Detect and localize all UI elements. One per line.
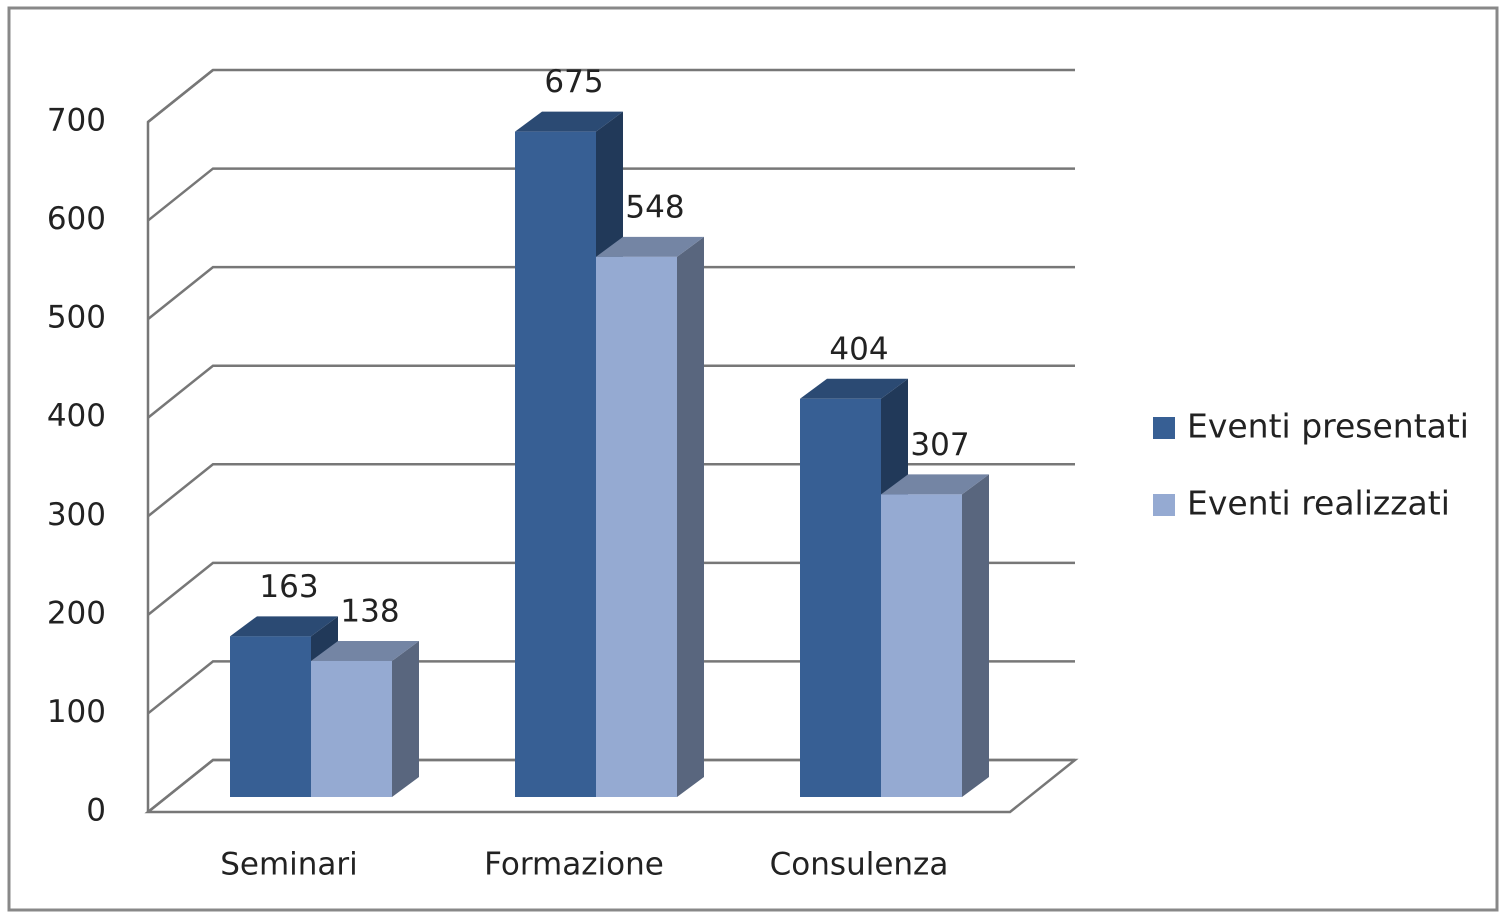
bar xyxy=(881,494,962,797)
bar xyxy=(596,256,677,797)
y-tick-label: 400 xyxy=(47,398,106,434)
grid-line xyxy=(147,463,1075,518)
bar-top xyxy=(311,640,419,661)
grid-line xyxy=(147,758,1075,813)
y-tick-label: 100 xyxy=(47,694,106,730)
data-label: 307 xyxy=(910,427,969,463)
grid-line xyxy=(147,660,1075,715)
grid-line xyxy=(147,68,1075,123)
grid-line xyxy=(147,364,1075,419)
grid-line xyxy=(147,265,1075,321)
bar-top xyxy=(800,378,908,399)
y-tick-label: 200 xyxy=(47,595,106,631)
x-tick-label: Consulenza xyxy=(770,847,949,883)
bar xyxy=(515,131,596,798)
bar-side xyxy=(962,474,989,797)
legend-label: Eventi realizzati xyxy=(1187,484,1450,523)
bar-top xyxy=(515,111,623,132)
data-label: 138 xyxy=(340,593,399,629)
x-tick-label: Seminari xyxy=(220,847,358,883)
bar-top xyxy=(881,474,989,495)
grid-line xyxy=(147,167,1075,222)
bar xyxy=(311,660,392,797)
bar xyxy=(800,398,881,797)
grid-line xyxy=(147,561,1075,616)
y-tick-label: 700 xyxy=(47,103,106,139)
bar-top xyxy=(230,616,338,637)
legend-swatch xyxy=(1153,494,1175,516)
y-tick-label: 600 xyxy=(47,201,106,237)
y-tick-label: 500 xyxy=(47,300,106,336)
data-label: 163 xyxy=(259,569,318,605)
bar-side xyxy=(392,640,419,797)
legend-swatch xyxy=(1153,417,1175,439)
bar xyxy=(230,636,311,797)
bar-top xyxy=(596,236,704,257)
legend-label: Eventi presentati xyxy=(1187,407,1469,446)
x-tick-label: Formazione xyxy=(484,847,664,883)
data-label: 675 xyxy=(544,64,603,100)
bar-side xyxy=(677,236,704,798)
y-tick-label: 0 xyxy=(86,793,106,829)
data-label: 548 xyxy=(625,189,684,225)
y-tick-label: 300 xyxy=(47,497,106,533)
data-label: 404 xyxy=(829,331,888,367)
